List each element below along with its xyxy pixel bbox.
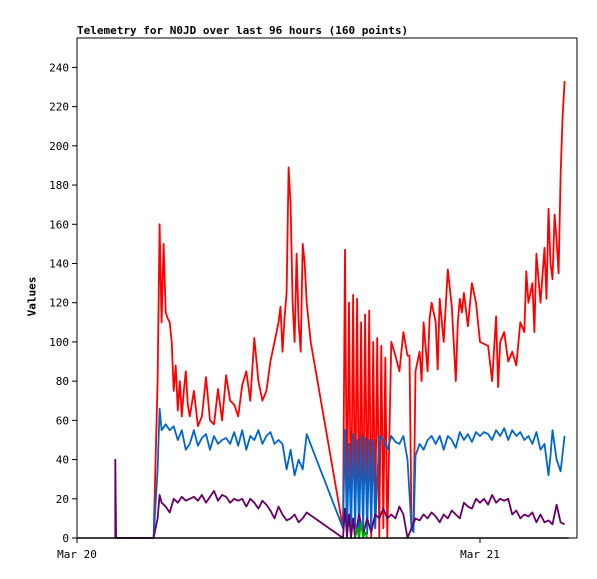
y-axis-ticks: 0 20 40 60 80 100 120 140 160 180 200 220 240: [49, 61, 77, 545]
y-tick-label: 20: [56, 493, 69, 506]
plot-frame: [76, 37, 578, 539]
series-line-green: [354, 521, 369, 539]
y-tick-label: 120: [49, 297, 69, 310]
x-axis-ticks: Mar 20 Mar 21: [57, 538, 500, 561]
y-tick-label: 220: [49, 101, 69, 114]
series-line-blue: [152, 407, 566, 539]
series-line-red: [152, 81, 566, 539]
y-tick-label: 140: [49, 257, 69, 270]
x-tick-label: Mar 21: [460, 548, 500, 561]
series-line-purple: [114, 458, 566, 539]
y-tick-label: 200: [49, 140, 69, 153]
y-tick-label: 160: [49, 218, 69, 231]
y-tick-label: 240: [49, 61, 69, 74]
y-tick-label: 0: [62, 532, 69, 545]
y-tick-label: 60: [56, 414, 69, 427]
series-group: [77, 81, 569, 539]
y-tick-label: 180: [49, 179, 69, 192]
y-tick-label: 40: [56, 454, 69, 467]
x-tick-label: Mar 20: [57, 548, 97, 561]
chart-title: Telemetry for N0JD over last 96 hours (1…: [77, 24, 409, 37]
y-tick-label: 80: [56, 375, 69, 388]
y-tick-label: 100: [49, 336, 69, 349]
